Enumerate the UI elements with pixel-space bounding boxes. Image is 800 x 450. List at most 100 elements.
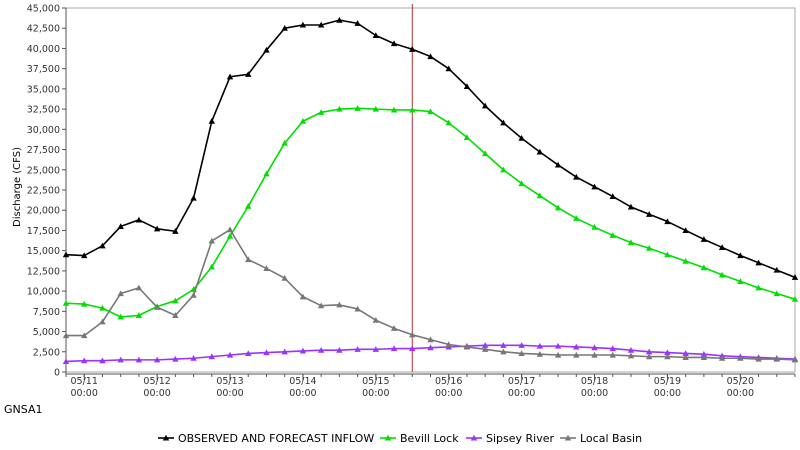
series-point-0 [281, 25, 288, 31]
series-point-3 [172, 312, 179, 318]
series-point-1 [99, 304, 106, 311]
series-point-1 [554, 204, 562, 211]
series-point-1 [226, 232, 234, 239]
series-point-0 [500, 119, 507, 126]
series-point-0 [354, 20, 361, 26]
series-point-2 [427, 344, 434, 351]
series-point-3 [354, 305, 361, 312]
series-point-0 [372, 32, 380, 39]
series-point-2 [245, 350, 252, 356]
series-point-1 [208, 263, 215, 270]
x-tick-label-date: 05/17 [508, 376, 535, 387]
series-point-2 [682, 350, 689, 356]
series-point-1 [463, 134, 471, 140]
series-point-2 [172, 355, 179, 362]
series-point-2 [518, 342, 525, 348]
series-point-2 [409, 345, 416, 352]
plot-area: 0 2,500 5,000 7,500 10,000 12,500 15,000 17,500… [27, 4, 799, 399]
x-tick-label-time: 00:00 [362, 388, 389, 399]
series-point-3 [682, 354, 689, 360]
series-point-1 [573, 215, 580, 221]
y-tick-label: 40,000 [27, 44, 60, 55]
series-point-3 [791, 356, 799, 363]
series-point-3 [664, 353, 671, 360]
y-tick-label: 25,000 [27, 165, 60, 176]
series-point-1 [427, 108, 434, 115]
series-point-0 [336, 16, 343, 23]
legend-label-3: Local Basin [580, 432, 642, 445]
series-point-1 [718, 271, 726, 278]
series-point-0 [573, 173, 580, 180]
series-point-1 [773, 290, 780, 297]
series-point-2 [62, 358, 70, 365]
series-point-3 [445, 341, 452, 348]
series-point-0 [99, 242, 106, 249]
series-point-1 [409, 106, 416, 113]
series-point-1 [518, 180, 525, 187]
y-tick-label: 5,000 [33, 327, 60, 338]
series-point-2 [135, 356, 143, 363]
y-tick-label: 22,500 [27, 186, 60, 197]
series-point-0 [190, 194, 197, 201]
y-tick-label: 42,500 [27, 24, 60, 35]
y-tick-label: 10,000 [27, 287, 60, 298]
series-point-0 [646, 211, 653, 217]
series-point-0 [245, 71, 252, 77]
series-point-3 [427, 336, 434, 343]
series-point-0 [591, 183, 598, 190]
series-point-2 [700, 351, 708, 357]
x-tick-label-time: 00:00 [289, 388, 316, 399]
series-point-3 [263, 265, 270, 272]
series-point-3 [336, 301, 343, 308]
series-point-2 [554, 342, 562, 349]
series-point-0 [153, 225, 161, 232]
series-point-1 [682, 257, 689, 264]
series-point-1 [791, 296, 799, 302]
series-point-3 [153, 304, 161, 310]
series-point-0 [791, 274, 799, 280]
y-tick-label: 32,500 [27, 105, 60, 116]
x-tick-label-time: 00:00 [581, 388, 608, 399]
series-point-3 [62, 332, 70, 339]
series-point-2 [99, 357, 106, 364]
series-point-2 [664, 349, 671, 356]
x-tick-label-date: 05/18 [581, 376, 608, 387]
series-point-3 [737, 355, 744, 361]
series-point-3 [135, 284, 143, 291]
series-point-3 [646, 353, 653, 360]
series-point-1 [664, 251, 671, 258]
series-point-0 [718, 244, 726, 250]
legend-marker-2 [470, 434, 478, 441]
series-point-0 [700, 236, 708, 242]
series-point-3 [372, 317, 380, 323]
series-point-1 [336, 105, 343, 112]
series-point-2 [208, 353, 215, 360]
series-point-1 [372, 105, 380, 112]
y-tick-label: 37,500 [27, 64, 60, 75]
legend-marker-0 [162, 434, 170, 441]
legend-label-2: Sipsey River [486, 432, 555, 445]
series-point-1 [317, 109, 325, 115]
series-point-0 [81, 252, 88, 259]
series-point-1 [609, 232, 616, 238]
series-point-0 [317, 21, 325, 28]
series-point-3 [245, 256, 252, 263]
series-point-0 [755, 259, 762, 266]
series-point-0 [390, 40, 398, 47]
series-point-2 [263, 349, 270, 356]
series-point-1 [755, 284, 762, 291]
y-tick-label: 15,000 [27, 246, 60, 257]
series-point-1 [263, 170, 270, 177]
series-point-2 [609, 345, 616, 352]
series-point-1 [245, 202, 252, 209]
series-point-2 [281, 348, 288, 355]
legend-marker-3 [564, 434, 572, 441]
series-point-1 [281, 139, 288, 146]
series-point-2 [190, 355, 197, 361]
series-point-0 [135, 216, 143, 223]
series-point-3 [500, 348, 507, 355]
series-point-3 [536, 351, 544, 357]
series-point-3 [299, 293, 307, 300]
series-point-1 [627, 239, 635, 246]
